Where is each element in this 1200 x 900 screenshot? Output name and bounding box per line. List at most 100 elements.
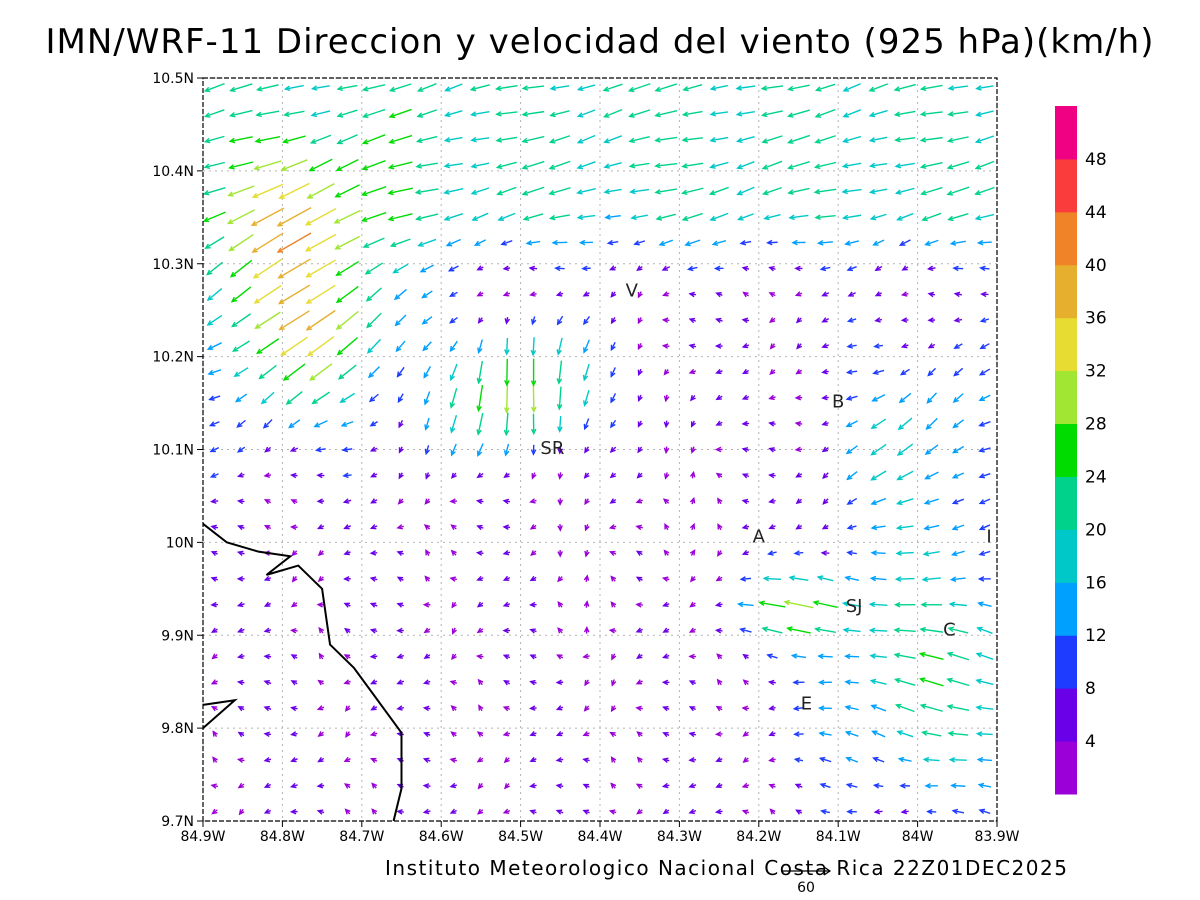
wind-vector-head xyxy=(717,497,723,504)
wind-vector xyxy=(762,186,782,196)
wind-vector-head xyxy=(360,216,368,223)
wind-vector xyxy=(237,524,245,531)
wind-vector xyxy=(635,498,643,504)
wind-vector-shaft xyxy=(924,551,940,555)
wind-vector-head xyxy=(841,188,848,195)
wind-vector xyxy=(503,383,510,414)
wind-vector-shaft xyxy=(815,135,836,143)
wind-vector xyxy=(846,524,857,530)
wind-vector-head xyxy=(821,291,828,297)
wind-vector xyxy=(921,730,942,737)
wind-vector xyxy=(737,213,754,221)
wind-vector-head xyxy=(609,265,616,271)
wind-vector xyxy=(818,756,832,763)
wind-vector-shaft xyxy=(843,602,862,608)
wind-vector-head xyxy=(396,550,404,557)
wind-vector xyxy=(894,136,916,143)
wind-vector-head xyxy=(951,473,959,479)
wind-vector xyxy=(343,756,351,762)
wind-vector-shaft xyxy=(818,576,834,582)
wind-vector-head xyxy=(232,346,239,352)
colorbar-segment xyxy=(1055,423,1077,477)
lat-tick-label: 10.1N xyxy=(152,443,194,459)
wind-vector-head xyxy=(787,164,794,170)
wind-vector-head xyxy=(714,627,722,634)
wind-vector xyxy=(308,158,333,172)
wind-vector-shaft xyxy=(898,417,913,430)
wind-vector-head xyxy=(661,317,669,324)
wind-vector xyxy=(974,160,995,170)
wind-vector-head xyxy=(661,782,669,789)
wind-vector-shaft xyxy=(312,391,331,404)
wind-vector xyxy=(893,677,916,686)
wind-vector-head xyxy=(844,575,851,582)
wind-vector-head xyxy=(769,343,776,350)
wind-vector xyxy=(897,417,913,431)
lon-tick-label: 84W xyxy=(902,829,934,845)
wind-vector-head xyxy=(362,242,370,248)
wind-vector-head xyxy=(953,343,960,349)
wind-vector-head xyxy=(872,783,880,789)
wind-vector-shaft xyxy=(205,135,225,143)
wind-vector xyxy=(444,83,463,92)
wind-vector xyxy=(814,626,836,634)
wind-vector xyxy=(521,85,545,91)
wind-vector xyxy=(874,291,882,297)
wind-vector-head xyxy=(556,654,563,660)
wind-vector xyxy=(741,524,750,530)
wind-vector-head xyxy=(900,317,908,323)
wind-vector xyxy=(583,472,590,479)
wind-vector-shaft xyxy=(286,391,303,405)
wind-vector-head xyxy=(900,291,908,297)
wind-vector xyxy=(450,443,457,457)
wind-vector-shaft xyxy=(252,232,284,253)
wind-vector xyxy=(768,317,776,323)
wind-vector-head xyxy=(946,704,954,710)
wind-vector xyxy=(952,393,964,403)
wind-vector-shaft xyxy=(870,163,888,167)
wind-vector xyxy=(476,360,484,385)
wind-vector xyxy=(470,162,490,169)
wind-vector-head xyxy=(821,394,828,401)
wind-vector-shaft xyxy=(312,85,330,90)
wind-vector xyxy=(557,498,563,506)
wind-vector-head xyxy=(423,524,431,531)
colorbar-segment xyxy=(1055,211,1077,266)
wind-vector xyxy=(233,367,249,377)
wind-vector xyxy=(768,266,776,272)
wind-vector-head xyxy=(443,215,451,221)
wind-vector-head xyxy=(316,524,324,530)
wind-vector-shaft xyxy=(608,241,619,244)
wind-vector xyxy=(473,239,486,246)
wind-vector-head xyxy=(814,138,821,144)
wind-vector xyxy=(793,731,804,737)
wind-vector xyxy=(610,575,617,582)
wind-vector-shaft xyxy=(895,162,915,168)
wind-vector-head xyxy=(584,447,590,454)
wind-vector xyxy=(503,680,510,686)
wind-vector-shaft xyxy=(894,653,916,660)
wind-vector xyxy=(207,369,222,376)
wind-vector-head xyxy=(336,112,344,118)
wind-vector-head xyxy=(870,524,878,531)
wind-vector-shaft xyxy=(471,137,490,141)
wind-vector-shaft xyxy=(710,161,729,169)
wind-vector xyxy=(821,446,829,453)
wind-vector xyxy=(845,420,858,428)
wind-vector xyxy=(714,627,723,634)
wind-vector xyxy=(309,363,333,381)
wind-vector-head xyxy=(494,85,502,92)
wind-vector xyxy=(893,601,916,608)
wind-vector-head xyxy=(688,680,696,686)
wind-vector xyxy=(947,626,969,634)
wind-vector-shaft xyxy=(843,109,861,118)
wind-vector-head xyxy=(919,163,927,170)
wind-vector xyxy=(476,731,484,738)
wind-vector-head xyxy=(210,550,218,557)
wind-vector xyxy=(387,213,413,222)
wind-vector-shaft xyxy=(418,238,437,247)
wind-vector xyxy=(979,265,990,272)
wind-vector-shaft xyxy=(204,161,225,168)
wind-vector-head xyxy=(714,446,722,453)
wind-vector-shaft xyxy=(979,394,991,401)
